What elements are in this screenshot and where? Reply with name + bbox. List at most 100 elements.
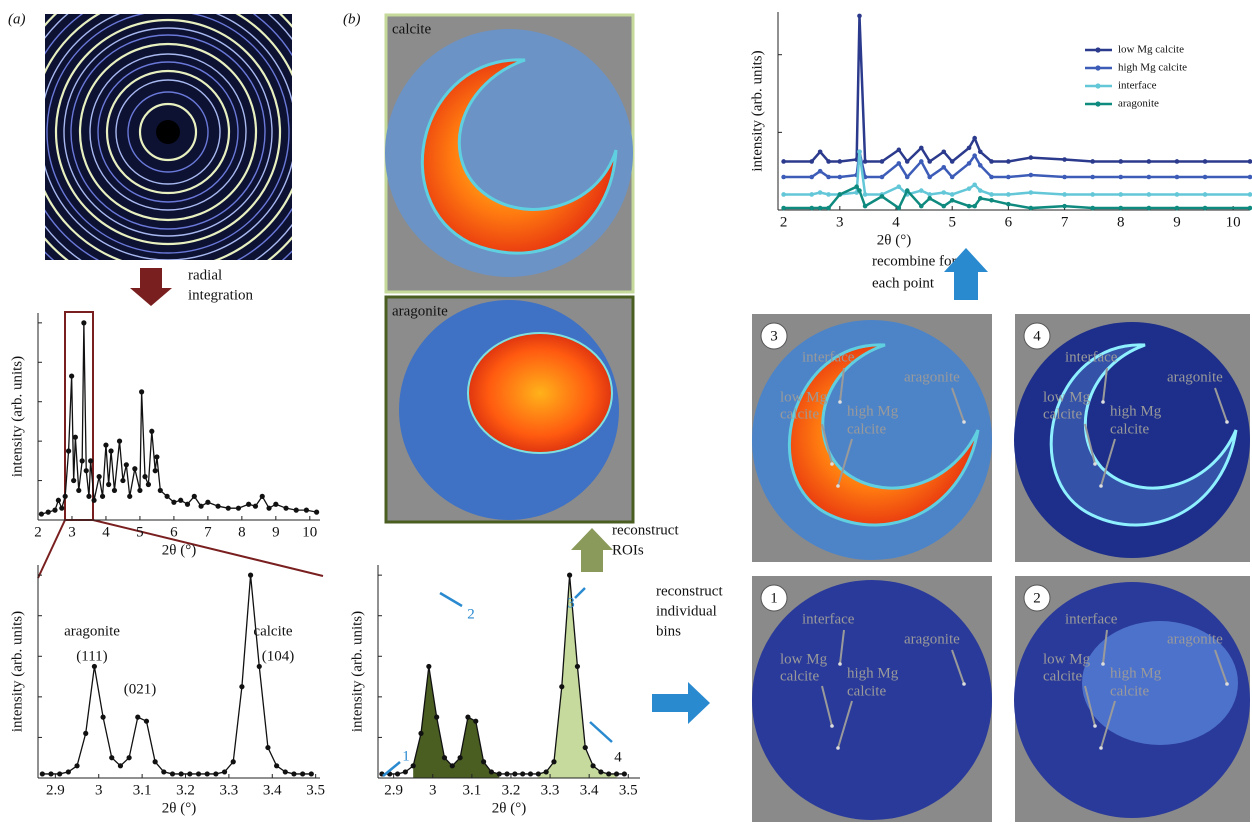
data-point xyxy=(146,482,151,487)
region-label: high Mg xyxy=(1110,665,1162,681)
legend-label: low Mg calcite xyxy=(1118,44,1184,56)
data-point xyxy=(950,198,955,203)
data-point xyxy=(83,731,88,736)
peak-label: aragonite xyxy=(64,623,120,639)
data-point xyxy=(231,759,236,764)
tomogram-number: 2 xyxy=(1033,590,1041,606)
step-label: each point xyxy=(872,275,935,291)
region-label: aragonite xyxy=(904,369,960,385)
peak-label: calcite xyxy=(253,623,292,639)
data-point xyxy=(142,474,147,479)
point xyxy=(1225,420,1229,424)
data-point xyxy=(97,474,102,479)
data-point xyxy=(880,194,885,199)
data-point xyxy=(489,769,494,774)
data-point xyxy=(103,442,108,447)
data-point xyxy=(149,429,154,434)
data-point xyxy=(950,192,955,197)
data-point xyxy=(1175,192,1180,197)
point xyxy=(836,484,840,488)
data-point xyxy=(919,188,924,193)
data-point xyxy=(512,771,517,776)
calcite-map: calcite xyxy=(385,15,633,292)
step-label: recombine for xyxy=(872,253,957,269)
data-point xyxy=(927,159,932,164)
data-point xyxy=(100,494,105,499)
data-point xyxy=(536,771,541,776)
region-label: high Mg xyxy=(1110,403,1162,419)
bin-label: 1 xyxy=(402,748,410,764)
data-point xyxy=(450,763,455,768)
data-point xyxy=(135,715,140,720)
data-point xyxy=(481,759,486,764)
data-point xyxy=(139,389,144,394)
data-point xyxy=(73,435,78,440)
data-point xyxy=(1006,159,1011,164)
data-point xyxy=(919,204,924,209)
map-label: calcite xyxy=(392,21,431,37)
step-label: ROIs xyxy=(612,542,644,558)
data-point xyxy=(967,186,972,191)
data-point xyxy=(544,769,549,774)
data-point xyxy=(144,719,149,724)
data-point xyxy=(108,448,113,453)
aragonite-map: aragonite xyxy=(386,297,633,522)
data-point xyxy=(520,771,525,776)
data-point xyxy=(248,573,253,578)
x-tick-label: 3.3 xyxy=(220,782,239,798)
data-point xyxy=(598,769,603,774)
region-label: low Mg xyxy=(780,389,828,405)
peak-label: (111) xyxy=(76,648,107,664)
data-point xyxy=(246,502,251,507)
x-tick-label: 3 xyxy=(95,782,103,798)
data-point xyxy=(153,759,158,764)
data-point xyxy=(809,192,814,197)
data-point xyxy=(863,192,868,197)
peak-fill xyxy=(538,575,616,778)
x-tick-label: 2 xyxy=(34,524,42,540)
x-tick-label: 3.4 xyxy=(580,782,599,798)
data-point xyxy=(66,769,71,774)
data-point xyxy=(81,320,86,325)
data-point xyxy=(1090,159,1095,164)
data-point xyxy=(897,148,902,153)
data-point xyxy=(1062,175,1067,180)
data-point xyxy=(1029,190,1034,195)
data-point xyxy=(1203,175,1208,180)
data-point xyxy=(781,206,786,211)
data-point xyxy=(989,159,994,164)
data-point xyxy=(972,153,977,158)
point xyxy=(962,420,966,424)
data-point xyxy=(239,684,244,689)
arrow xyxy=(652,682,710,724)
data-point xyxy=(158,488,163,493)
x-tick-label: 9 xyxy=(1173,214,1181,230)
data-point xyxy=(838,175,843,180)
data-point xyxy=(1118,192,1123,197)
point xyxy=(1101,662,1105,666)
data-point xyxy=(253,504,258,509)
data-point xyxy=(978,163,983,168)
data-point xyxy=(978,149,983,154)
data-point xyxy=(304,508,309,513)
point xyxy=(838,662,842,666)
data-point xyxy=(972,136,977,141)
data-point xyxy=(1062,157,1067,162)
data-point xyxy=(838,159,843,164)
data-point xyxy=(46,510,51,515)
panel-label: (b) xyxy=(343,11,361,27)
data-point xyxy=(989,198,994,203)
data-point xyxy=(291,771,296,776)
x-tick-label: 3.2 xyxy=(176,782,195,798)
data-point xyxy=(1203,159,1208,164)
data-point xyxy=(109,755,114,760)
x-tick-label: 9 xyxy=(272,524,280,540)
data-point xyxy=(551,759,556,764)
data-point xyxy=(880,175,885,180)
x-tick-label: 4 xyxy=(102,524,110,540)
data-point xyxy=(192,494,197,499)
data-point xyxy=(1090,206,1095,211)
data-point xyxy=(112,488,117,493)
data-point xyxy=(1090,175,1095,180)
data-point xyxy=(403,769,408,774)
